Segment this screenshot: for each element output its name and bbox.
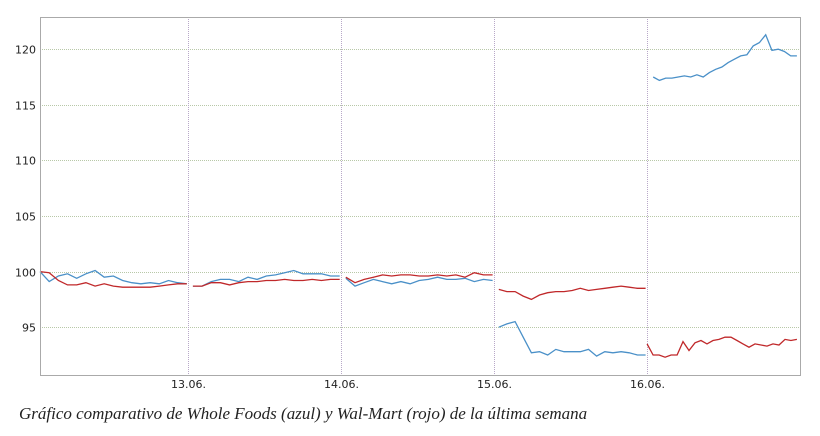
y-tick-label: 115 bbox=[15, 100, 36, 113]
stock-comparison-chart: 95 100 105 110 115 120 13.06. 14.06. 15.06. 16.06… bbox=[15, 17, 801, 392]
wal-mart-line-segment bbox=[39, 270, 187, 288]
whole-foods-line-segment bbox=[652, 33, 797, 82]
x-tick-label: 14.06. bbox=[324, 378, 359, 391]
y-tick-label: 100 bbox=[15, 267, 36, 280]
wal-mart-line-segment bbox=[345, 272, 493, 284]
series-lines bbox=[39, 33, 798, 358]
y-tick-label: 105 bbox=[15, 211, 36, 224]
tick-labels: 95 100 105 110 115 120 13.06. 14.06. 15.06. 16.06… bbox=[15, 44, 665, 392]
chart-caption: Gráfico comparativo de Whole Foods (azul… bbox=[19, 404, 588, 423]
grid bbox=[40, 17, 800, 375]
wal-mart-line-segment bbox=[192, 278, 340, 287]
y-tick-label: 95 bbox=[22, 322, 36, 335]
plot-frame bbox=[40, 17, 801, 376]
whole-foods-line-segment bbox=[345, 276, 493, 287]
whole-foods-line-segment bbox=[498, 320, 646, 357]
wal-mart-line-segment bbox=[646, 336, 798, 358]
whole-foods-line-segment bbox=[39, 269, 187, 285]
y-tick-label: 110 bbox=[15, 155, 36, 168]
y-tick-label: 120 bbox=[15, 44, 36, 57]
wal-mart-line-segment bbox=[498, 285, 646, 301]
x-tick-label: 16.06. bbox=[630, 378, 665, 391]
x-tick-label: 15.06. bbox=[477, 378, 512, 391]
x-tick-label: 13.06. bbox=[171, 378, 206, 391]
whole-foods-line-segment bbox=[192, 269, 340, 287]
